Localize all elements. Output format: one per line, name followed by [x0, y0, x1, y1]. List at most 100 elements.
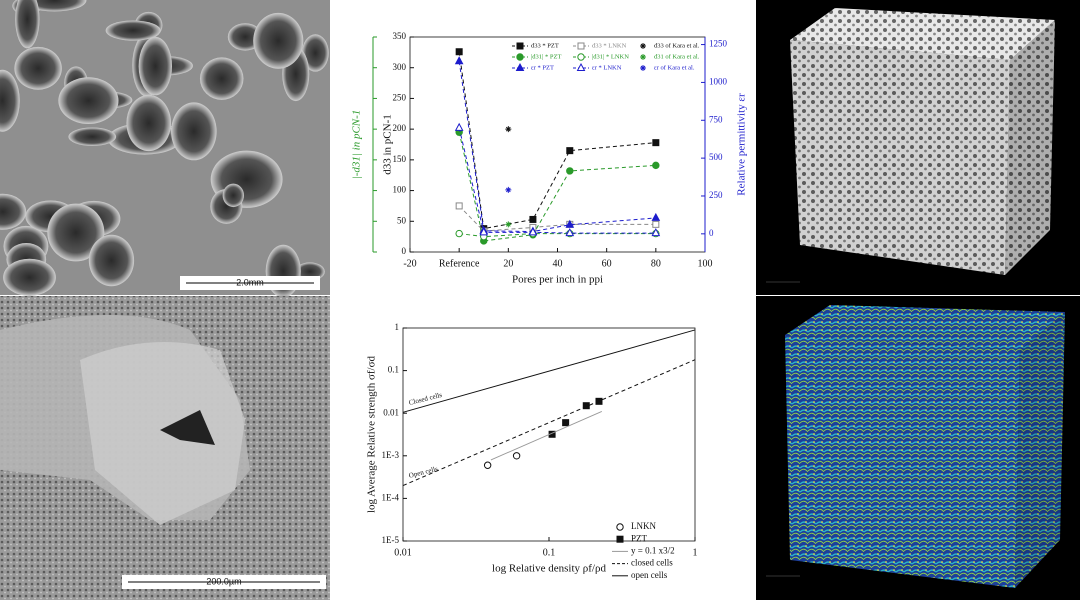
pore [15, 0, 40, 49]
series-line [459, 233, 656, 238]
pore [105, 20, 161, 41]
legend-label: LNKN [631, 521, 656, 531]
pore [14, 46, 62, 90]
legend-label: |d31| * PZT [531, 53, 561, 60]
series-line [402, 359, 696, 487]
marker [582, 402, 590, 410]
sem-image-top: 2.0mm [0, 0, 330, 298]
marker [652, 139, 660, 147]
x-label: Pores per inch in ppi [512, 274, 603, 286]
y-tick-label: 1E-5 [382, 535, 400, 545]
series-line [458, 61, 656, 233]
pore [3, 258, 56, 296]
marker [529, 215, 537, 223]
pore [126, 94, 172, 152]
x-tick-label: -20 [403, 258, 416, 269]
series-line [402, 329, 696, 413]
x-tick-label: 1 [693, 547, 698, 558]
y-tick-label: 1E-4 [382, 492, 400, 502]
y-label: d33 in pCN-1 [382, 114, 394, 175]
legend-marker [616, 535, 624, 543]
scale-bar-label: 2.0mm [236, 277, 264, 287]
y-tick-label: 1 [395, 322, 400, 332]
y2-label: Relative permittivity εr [736, 93, 748, 196]
scale-bar-label: 200.0µm [206, 576, 241, 586]
y2-tick-label: 0 [709, 228, 714, 238]
legend-marker [577, 42, 585, 50]
x-tick-label: 40 [553, 258, 563, 269]
marker [505, 126, 512, 133]
pore [58, 77, 119, 124]
legend-marker [515, 62, 525, 71]
marker [479, 227, 489, 236]
marker [455, 229, 463, 238]
x-tick-label: 0.01 [394, 547, 412, 558]
y-tick-label: 50 [397, 215, 407, 225]
marker [652, 161, 660, 170]
pore [47, 203, 105, 262]
legend-label: open cells [631, 570, 668, 580]
marker [652, 220, 660, 228]
legend-marker [640, 43, 646, 49]
y-tick-label: 0.1 [388, 365, 399, 375]
pore [68, 127, 117, 146]
marker [454, 122, 464, 131]
y-tick-label: 0.01 [383, 407, 399, 417]
series-line [458, 127, 656, 234]
legend-label: εr * LNKN [592, 64, 622, 71]
y-label: log Average Relative strength σf/σd [366, 355, 378, 513]
pore [171, 102, 217, 161]
pore [0, 193, 27, 230]
pore [253, 12, 304, 69]
marker [651, 212, 661, 221]
y-tick-label: 150 [393, 154, 407, 164]
y2-tick-label: 250 [709, 190, 723, 200]
legend-marker [640, 65, 646, 71]
marker [566, 167, 574, 175]
x-tick-label: 80 [651, 258, 661, 269]
legend-marker [616, 523, 624, 531]
ct-render-top [756, 0, 1080, 295]
pore [138, 36, 173, 96]
legend-marker [516, 53, 524, 61]
annotation: Open cells [408, 465, 439, 480]
pore [0, 69, 20, 132]
y2-tick-label: 500 [709, 152, 723, 162]
legend-label: d33 * LNKN [592, 42, 627, 49]
x-label: log Relative density ρf/ρd [492, 563, 606, 575]
y2-tick-label: 1000 [709, 76, 728, 86]
legend-marker [576, 62, 586, 71]
marker [562, 419, 570, 427]
sem-image-bottom: 200.0µm [0, 296, 330, 600]
marker [512, 452, 521, 460]
y-tick-label: 1E-3 [382, 450, 400, 460]
pore [222, 183, 245, 208]
marker [505, 186, 512, 193]
x-tick-label: 0.1 [543, 547, 556, 558]
legend-label: PZT [631, 533, 648, 543]
y-tick-label: 200 [393, 123, 407, 133]
marker [483, 461, 492, 469]
x-tick-label: 20 [503, 258, 513, 269]
y-tick-label: 300 [393, 62, 407, 72]
legend-label: εr of Kara et al. [654, 64, 695, 71]
legend-label: |d31| * LNKN [592, 53, 629, 60]
pore [88, 234, 135, 287]
marker [651, 228, 661, 237]
legend-label: d33 of Kara et al. [654, 42, 700, 49]
legend-marker [516, 42, 524, 50]
marker [454, 56, 464, 65]
legend-marker [577, 53, 585, 61]
legend-marker [640, 54, 646, 60]
y-tick-label: 100 [393, 185, 407, 195]
y-tick-label: 250 [393, 92, 407, 102]
legend-label: εr * PZT [531, 64, 554, 71]
marker [505, 221, 512, 228]
outer-y-label: |-d31| in pCN-1 [351, 110, 363, 180]
pore [199, 57, 244, 100]
x-tick-label: Reference [439, 258, 480, 269]
legend-label: d33 * PZT [531, 42, 559, 49]
series-line [458, 51, 656, 230]
